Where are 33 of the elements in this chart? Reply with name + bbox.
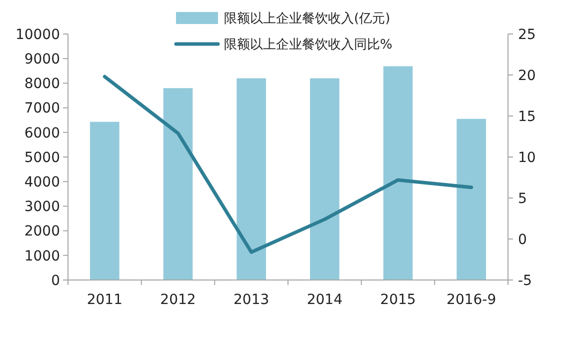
- y2-tick-label: 10: [518, 150, 536, 166]
- x-tick-label: 2015: [380, 292, 416, 308]
- y-tick-label: 1000: [24, 248, 60, 264]
- y-tick-label: 4000: [24, 174, 60, 190]
- y2-tick-label: 5: [518, 190, 527, 207]
- y-tick-label: 8000: [24, 76, 60, 92]
- legend-label: 限额以上企业餐饮收入同比%: [224, 38, 392, 53]
- bar: [163, 88, 193, 280]
- x-tick-label: 2016-9: [446, 292, 496, 308]
- bar: [90, 122, 120, 280]
- y-tick-label: 6000: [24, 125, 60, 142]
- y-tick-label: 0: [51, 272, 60, 289]
- bar: [236, 78, 266, 280]
- x-tick-label: 2013: [234, 292, 270, 308]
- y-tick-label: 7000: [24, 100, 60, 117]
- bar: [310, 78, 340, 280]
- y2-tick-label: -5: [518, 272, 532, 289]
- y2-tick-label: 25: [518, 26, 536, 43]
- y2-tick-label: 0: [518, 232, 527, 248]
- y-tick-label: 9000: [24, 52, 60, 68]
- y2-tick-label: 20: [518, 68, 536, 84]
- y2-tick-label: 15: [518, 108, 536, 125]
- bar: [456, 118, 486, 280]
- line-series: [102, 74, 474, 254]
- x-tick-label: 2014: [306, 292, 343, 308]
- x-tick-label: 2011: [86, 292, 122, 308]
- y-tick-label: 10000: [15, 26, 60, 43]
- y-tick-label: 2000: [24, 224, 60, 240]
- legend-label: 限额以上企业餐饮收入(亿元): [224, 12, 390, 27]
- x-tick-label: 2012: [160, 292, 196, 308]
- y-tick-label: 3000: [24, 199, 60, 216]
- y-tick-label: 5000: [24, 150, 60, 166]
- bar: [383, 66, 413, 280]
